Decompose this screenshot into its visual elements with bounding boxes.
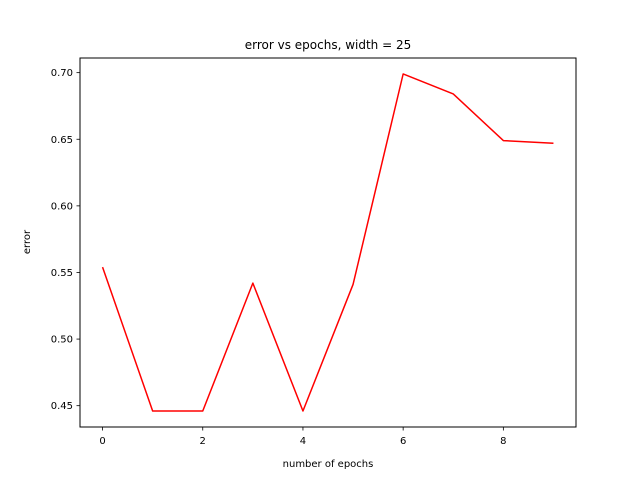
x-tick-label: 0 <box>99 436 105 447</box>
y-tick-label: 0.45 <box>51 401 73 412</box>
x-axis-ticks: 0 2 4 6 8 <box>99 427 507 447</box>
series-layer <box>101 73 554 412</box>
y-tick-label: 0.60 <box>51 201 73 212</box>
x-tick-label: 2 <box>200 436 206 447</box>
x-axis-label: number of epochs <box>283 459 374 470</box>
y-tick-label: 0.50 <box>51 335 73 346</box>
series-line <box>101 73 554 412</box>
y-tick-label: 0.70 <box>51 68 73 79</box>
y-tick-label: 0.55 <box>51 268 73 279</box>
y-tick-label: 0.65 <box>51 135 73 146</box>
y-axis-label: error <box>22 229 33 254</box>
plot-area-frame <box>79 57 577 428</box>
x-tick-label: 8 <box>500 436 506 447</box>
x-tick-label: 6 <box>400 436 406 447</box>
chart-title: error vs epochs, width = 25 <box>245 38 412 52</box>
x-tick-label: 4 <box>300 436 306 447</box>
y-axis-ticks: 0.45 0.50 0.55 0.60 0.65 0.70 <box>51 68 80 412</box>
